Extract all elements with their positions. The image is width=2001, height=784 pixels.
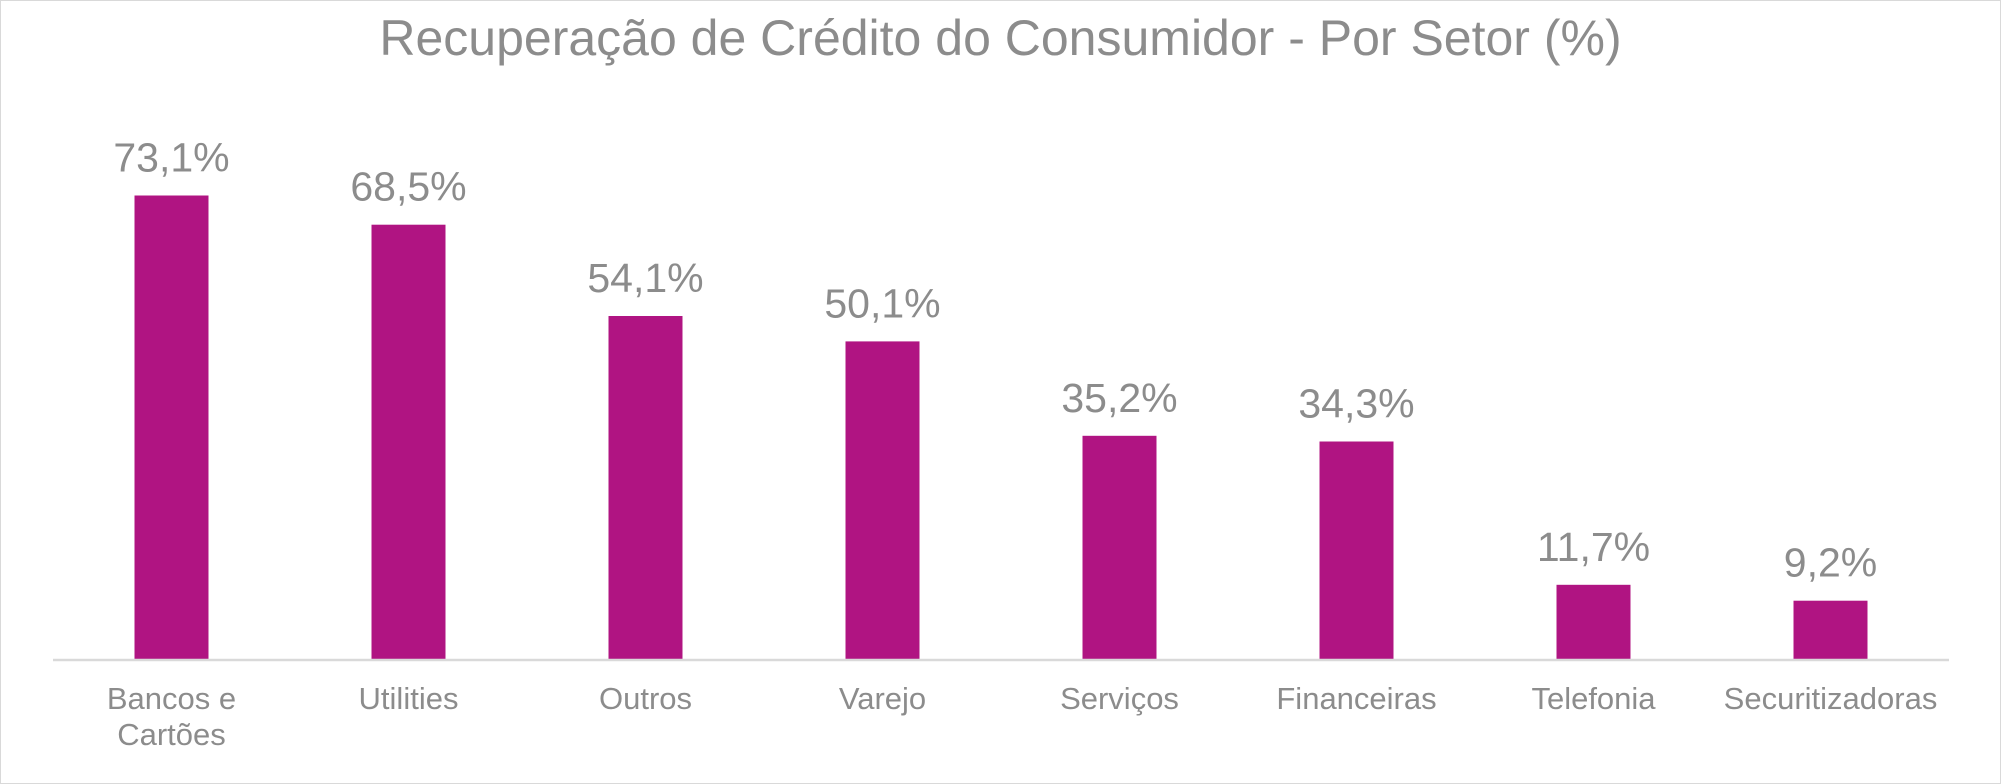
bar [371, 224, 446, 659]
category-label: Securitizadoras [1724, 681, 1938, 716]
bar [1793, 600, 1868, 659]
category-label: Telefonia [1531, 681, 1656, 716]
data-label: 34,3% [1298, 381, 1414, 427]
category-label: Utilities [359, 681, 459, 716]
category-label: Outros [599, 681, 692, 716]
data-label: 73,1% [113, 135, 229, 181]
bar [1556, 584, 1631, 659]
category-label: Bancos e [107, 681, 236, 716]
data-label: 50,1% [824, 280, 940, 326]
data-label: 54,1% [587, 255, 703, 301]
bar [1082, 435, 1157, 659]
category-label: Financeiras [1276, 681, 1436, 716]
category-label: Varejo [839, 681, 926, 716]
data-label: 9,2% [1784, 540, 1877, 586]
data-label: 11,7% [1537, 524, 1650, 570]
bar [845, 341, 920, 659]
category-label: Serviços [1060, 681, 1179, 716]
bar [134, 195, 209, 659]
bar [1319, 441, 1394, 659]
category-label: Cartões [117, 717, 226, 752]
bar [608, 316, 683, 659]
chart-title: Recuperação de Crédito do Consumidor - P… [379, 10, 1622, 66]
data-label: 35,2% [1061, 375, 1177, 421]
data-label: 68,5% [350, 164, 466, 210]
